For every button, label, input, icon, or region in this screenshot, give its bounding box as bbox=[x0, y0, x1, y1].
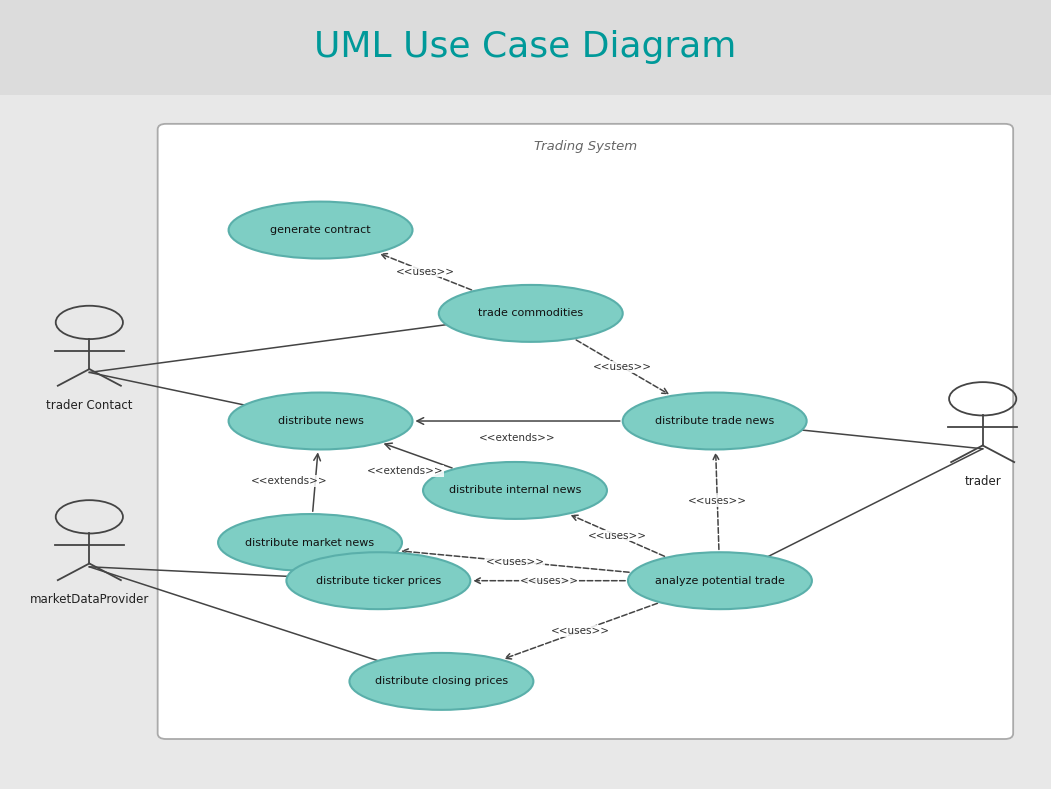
Ellipse shape bbox=[349, 653, 533, 710]
Text: distribute market news: distribute market news bbox=[246, 537, 374, 548]
Text: Trading System: Trading System bbox=[534, 140, 637, 153]
Ellipse shape bbox=[229, 393, 412, 450]
FancyBboxPatch shape bbox=[158, 124, 1013, 739]
Text: UML Use Case Diagram: UML Use Case Diagram bbox=[314, 30, 737, 65]
Text: generate contract: generate contract bbox=[270, 225, 371, 235]
Ellipse shape bbox=[286, 552, 471, 609]
Text: <<uses>>: <<uses>> bbox=[687, 495, 747, 506]
Text: <<uses>>: <<uses>> bbox=[593, 362, 653, 372]
Text: trader: trader bbox=[965, 476, 1001, 488]
Text: <<extends>>: <<extends>> bbox=[479, 433, 556, 443]
Text: <<uses>>: <<uses>> bbox=[519, 576, 579, 585]
Text: <<extends>>: <<extends>> bbox=[251, 476, 327, 486]
Text: <<uses>>: <<uses>> bbox=[396, 267, 455, 277]
Text: <<uses>>: <<uses>> bbox=[551, 626, 611, 636]
FancyBboxPatch shape bbox=[0, 0, 1051, 95]
Text: trade commodities: trade commodities bbox=[478, 308, 583, 319]
Text: distribute news: distribute news bbox=[277, 416, 364, 426]
Text: <<uses>>: <<uses>> bbox=[486, 556, 544, 567]
Text: <<uses>>: <<uses>> bbox=[588, 530, 647, 540]
Ellipse shape bbox=[423, 462, 607, 519]
Ellipse shape bbox=[439, 285, 622, 342]
Ellipse shape bbox=[219, 514, 401, 571]
Text: analyze potential trade: analyze potential trade bbox=[655, 576, 785, 585]
Ellipse shape bbox=[229, 202, 412, 259]
Text: distribute trade news: distribute trade news bbox=[655, 416, 775, 426]
Ellipse shape bbox=[628, 552, 812, 609]
Text: <<extends>>: <<extends>> bbox=[367, 466, 444, 476]
Text: trader Contact: trader Contact bbox=[46, 399, 132, 412]
Text: marketDataProvider: marketDataProvider bbox=[29, 593, 149, 607]
Ellipse shape bbox=[623, 393, 807, 450]
Text: distribute ticker prices: distribute ticker prices bbox=[315, 576, 441, 585]
Text: distribute internal news: distribute internal news bbox=[449, 485, 581, 495]
Text: distribute closing prices: distribute closing prices bbox=[375, 676, 508, 686]
